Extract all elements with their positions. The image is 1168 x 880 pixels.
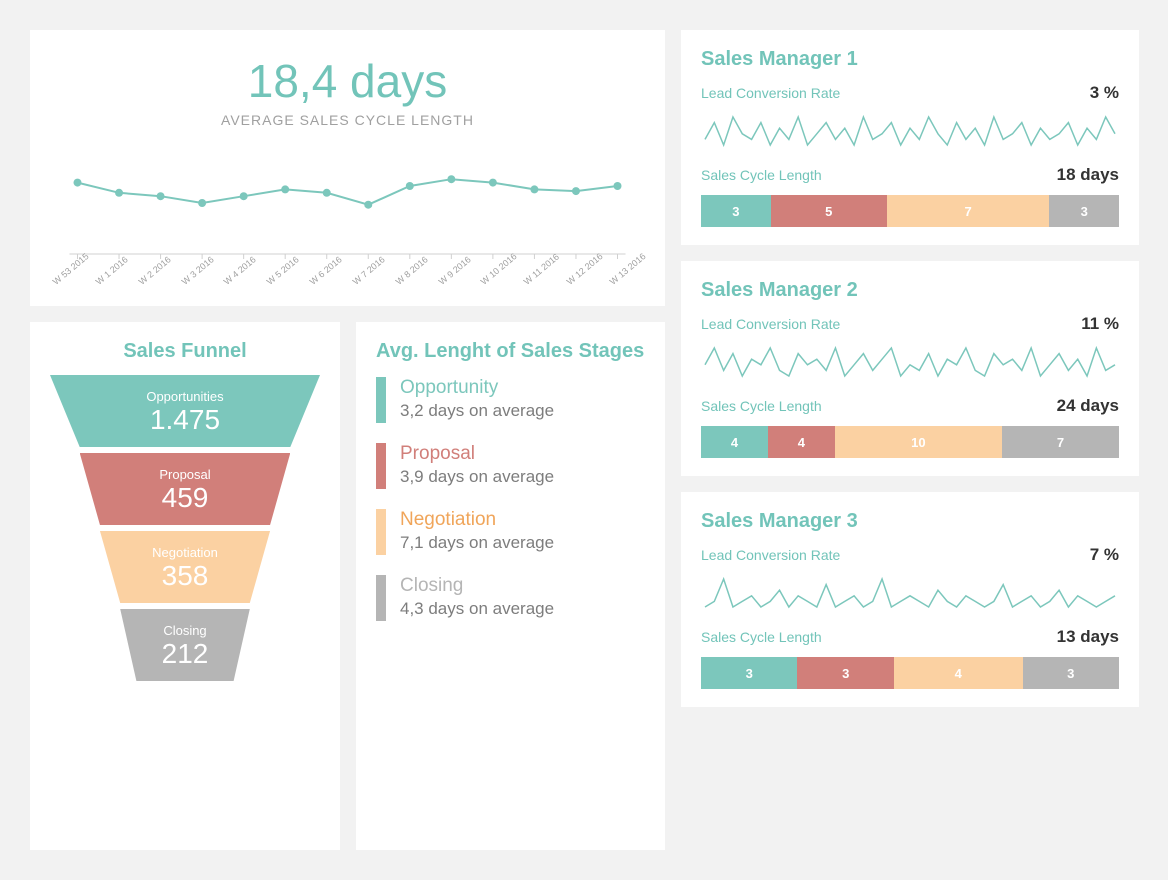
stage-name: Closing xyxy=(400,575,554,597)
stage-item: Closing4,3 days on average xyxy=(376,575,645,621)
lcr-value: 7 % xyxy=(1090,545,1119,565)
stacked-segment: 4 xyxy=(701,426,768,458)
scl-label: Sales Cycle Length xyxy=(701,629,822,645)
stacked-segment: 3 xyxy=(701,657,797,689)
stacked-segment: 7 xyxy=(887,195,1050,227)
funnel-segment: Proposal459 xyxy=(80,453,291,525)
lcr-label: Lead Conversion Rate xyxy=(701,547,840,563)
manager-title: Sales Manager 1 xyxy=(701,48,1119,71)
stage-item: Negotiation7,1 days on average xyxy=(376,509,645,555)
avg-cycle-label: AVERAGE SALES CYCLE LENGTH xyxy=(50,112,645,128)
sparkline xyxy=(701,342,1119,382)
stacked-segment: 3 xyxy=(1023,657,1119,689)
scl-label: Sales Cycle Length xyxy=(701,167,822,183)
funnel-segment: Closing212 xyxy=(120,609,250,681)
sales-cycle-row: Sales Cycle Length 18 days xyxy=(701,165,1119,185)
stacked-segment: 10 xyxy=(835,426,1002,458)
sales-funnel-card: Sales Funnel Opportunities1.475Proposal4… xyxy=(30,322,340,850)
manager-card: Sales Manager 1 Lead Conversion Rate 3 % Sa… xyxy=(681,30,1139,245)
stage-color-bar xyxy=(376,575,386,621)
stage-name: Opportunity xyxy=(400,377,554,399)
funnel-segment: Opportunities1.475 xyxy=(50,375,320,447)
scl-value: 18 days xyxy=(1057,165,1119,185)
lead-conversion-row: Lead Conversion Rate 11 % xyxy=(701,314,1119,334)
funnel-title: Sales Funnel xyxy=(50,340,320,363)
stage-item: Proposal3,9 days on average xyxy=(376,443,645,489)
stage-color-bar xyxy=(376,443,386,489)
stacked-segment: 3 xyxy=(701,195,771,227)
stacked-bar: 3343 xyxy=(701,657,1119,689)
avg-cycle-value: 18,4 days xyxy=(50,54,645,108)
sparkline xyxy=(701,573,1119,613)
lead-conversion-row: Lead Conversion Rate 3 % xyxy=(701,83,1119,103)
scl-value: 13 days xyxy=(1057,627,1119,647)
stage-avg: 7,1 days on average xyxy=(400,533,554,553)
stage-color-bar xyxy=(376,509,386,555)
stacked-segment: 3 xyxy=(797,657,893,689)
stages-card: Avg. Lenght of Sales Stages Opportunity3… xyxy=(356,322,665,850)
stage-name: Proposal xyxy=(400,443,554,465)
stage-item: Opportunity3,2 days on average xyxy=(376,377,645,423)
funnel-chart: Opportunities1.475Proposal459Negotiation… xyxy=(50,375,320,681)
stacked-segment: 4 xyxy=(894,657,1023,689)
stage-avg: 3,2 days on average xyxy=(400,401,554,421)
sales-cycle-row: Sales Cycle Length 13 days xyxy=(701,627,1119,647)
stage-avg: 3,9 days on average xyxy=(400,467,554,487)
manager-title: Sales Manager 3 xyxy=(701,510,1119,533)
lcr-label: Lead Conversion Rate xyxy=(701,85,840,101)
stage-avg: 4,3 days on average xyxy=(400,599,554,619)
stages-list: Opportunity3,2 days on averageProposal3,… xyxy=(376,377,645,621)
manager-card: Sales Manager 2 Lead Conversion Rate 11 % S… xyxy=(681,261,1139,476)
lcr-value: 11 % xyxy=(1081,314,1119,334)
funnel-segment: Negotiation358 xyxy=(100,531,270,603)
stacked-segment: 7 xyxy=(1002,426,1119,458)
lead-conversion-row: Lead Conversion Rate 7 % xyxy=(701,545,1119,565)
stacked-bar: 3573 xyxy=(701,195,1119,227)
sales-cycle-row: Sales Cycle Length 24 days xyxy=(701,396,1119,416)
stages-title: Avg. Lenght of Sales Stages xyxy=(376,340,645,363)
scl-label: Sales Cycle Length xyxy=(701,398,822,414)
manager-title: Sales Manager 2 xyxy=(701,279,1119,302)
lcr-label: Lead Conversion Rate xyxy=(701,316,840,332)
stacked-segment: 4 xyxy=(768,426,835,458)
stacked-segment: 3 xyxy=(1049,195,1119,227)
x-axis-labels: W 53 2015W 1 2016W 2 2016W 3 2016W 4 201… xyxy=(50,278,645,288)
stage-color-bar xyxy=(376,377,386,423)
stacked-segment: 5 xyxy=(771,195,887,227)
scl-value: 24 days xyxy=(1057,396,1119,416)
manager-card: Sales Manager 3 Lead Conversion Rate 7 % Sa… xyxy=(681,492,1139,707)
lcr-value: 3 % xyxy=(1090,83,1119,103)
sparkline xyxy=(701,111,1119,151)
avg-cycle-card: 18,4 days AVERAGE SALES CYCLE LENGTH W 5… xyxy=(30,30,665,306)
stacked-bar: 44107 xyxy=(701,426,1119,458)
stage-name: Negotiation xyxy=(400,509,554,531)
managers-column: Sales Manager 1 Lead Conversion Rate 3 % Sa… xyxy=(681,30,1139,850)
